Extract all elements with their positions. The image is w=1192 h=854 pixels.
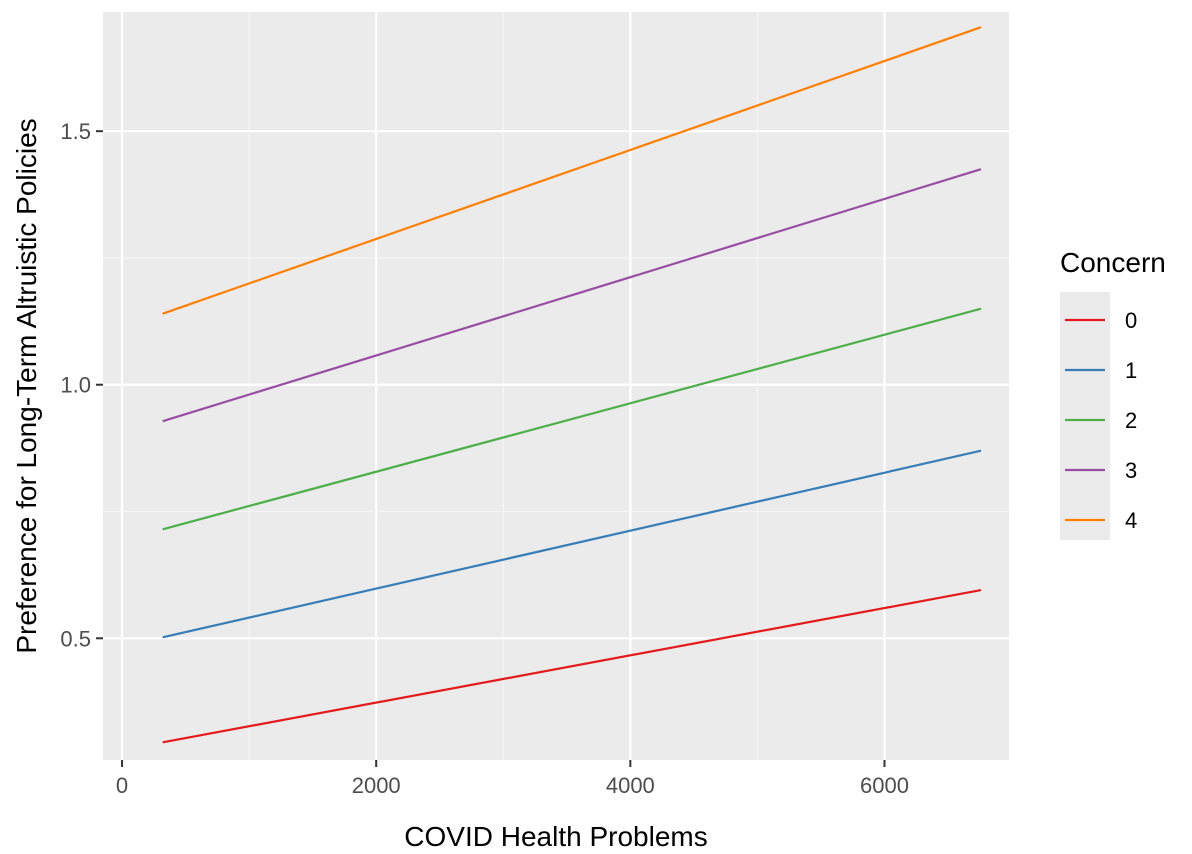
legend-label-2: 2 [1125,408,1137,433]
x-tick-label: 4000 [606,773,655,798]
plot-panel [103,12,1009,760]
series-line-1 [162,449,982,639]
legend-key-background [1060,292,1110,540]
series-line-0 [162,589,982,744]
legend-label-0: 0 [1125,308,1137,333]
tick-labels: 0 2000 4000 6000 0.5 1.0 1.5 [60,119,909,798]
y-tick-label: 0.5 [60,626,91,651]
legend-label-3: 3 [1125,458,1137,483]
legend-label-4: 4 [1125,508,1137,533]
axis-ticks [96,130,886,767]
y-tick-label: 1.5 [60,119,91,144]
grid-major [103,12,1009,760]
x-tick-label: 2000 [352,773,401,798]
series-line-3 [162,168,982,423]
y-axis-title: Preference for Long-Term Altruistic Poli… [11,118,42,653]
legend-label-1: 1 [1125,358,1137,383]
grid-minor [103,12,1009,760]
series-line-2 [162,307,982,531]
legend: Concern 0 1 2 3 4 [1060,247,1166,540]
y-tick-label: 1.0 [60,373,91,398]
x-axis-title: COVID Health Problems [404,821,707,852]
series-line-4 [162,26,982,315]
legend-title: Concern [1060,247,1166,278]
legend-items: 0 1 2 3 4 [1065,308,1137,533]
series-lines [162,26,982,744]
x-tick-label: 0 [116,773,128,798]
x-tick-label: 6000 [860,773,909,798]
